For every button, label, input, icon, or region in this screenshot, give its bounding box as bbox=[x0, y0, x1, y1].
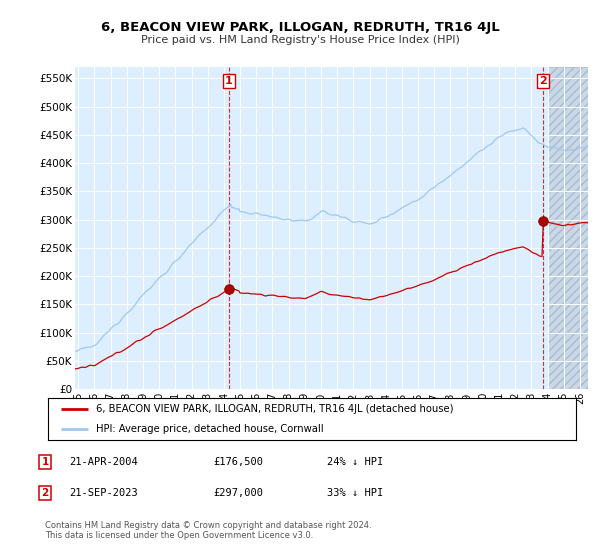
Text: This data is licensed under the Open Government Licence v3.0.: This data is licensed under the Open Gov… bbox=[45, 531, 313, 540]
Text: 1: 1 bbox=[41, 457, 49, 467]
Text: 21-APR-2004: 21-APR-2004 bbox=[69, 457, 138, 467]
Text: HPI: Average price, detached house, Cornwall: HPI: Average price, detached house, Corn… bbox=[95, 424, 323, 434]
Text: 2: 2 bbox=[41, 488, 49, 498]
Text: 33% ↓ HPI: 33% ↓ HPI bbox=[327, 488, 383, 498]
Text: 6, BEACON VIEW PARK, ILLOGAN, REDRUTH, TR16 4JL (detached house): 6, BEACON VIEW PARK, ILLOGAN, REDRUTH, T… bbox=[95, 404, 453, 414]
Text: 1: 1 bbox=[225, 76, 233, 86]
Text: £176,500: £176,500 bbox=[213, 457, 263, 467]
Polygon shape bbox=[548, 67, 588, 389]
Text: 2: 2 bbox=[539, 76, 547, 86]
Text: 21-SEP-2023: 21-SEP-2023 bbox=[69, 488, 138, 498]
Text: 6, BEACON VIEW PARK, ILLOGAN, REDRUTH, TR16 4JL: 6, BEACON VIEW PARK, ILLOGAN, REDRUTH, T… bbox=[101, 21, 499, 34]
Text: Price paid vs. HM Land Registry's House Price Index (HPI): Price paid vs. HM Land Registry's House … bbox=[140, 35, 460, 45]
Text: £297,000: £297,000 bbox=[213, 488, 263, 498]
Text: Contains HM Land Registry data © Crown copyright and database right 2024.: Contains HM Land Registry data © Crown c… bbox=[45, 521, 371, 530]
Text: 24% ↓ HPI: 24% ↓ HPI bbox=[327, 457, 383, 467]
